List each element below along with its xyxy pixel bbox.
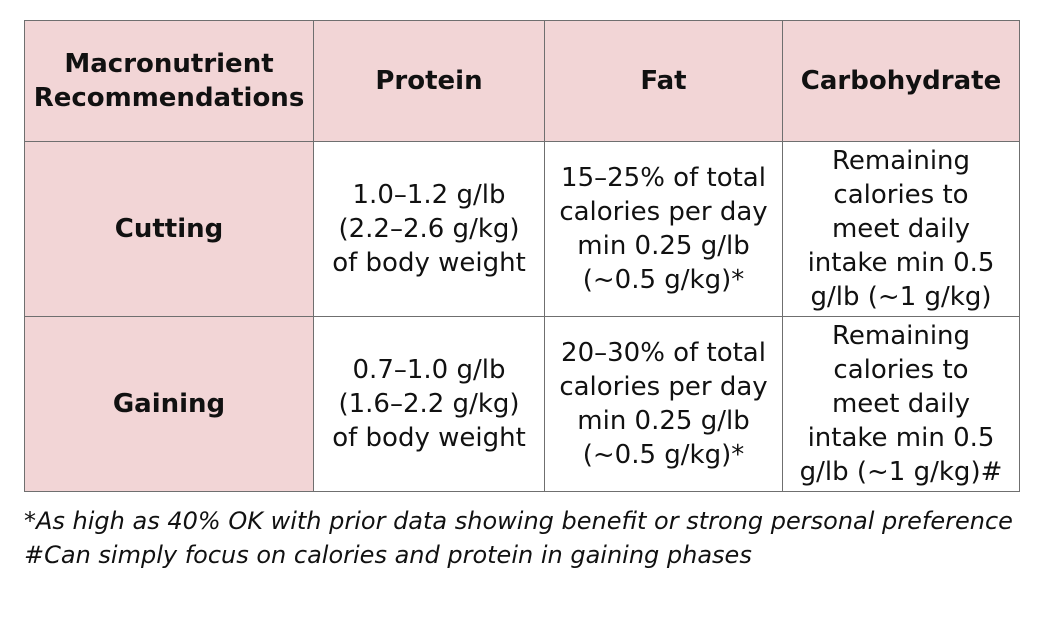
- cell-line: (~0.5 g/kg)*: [582, 440, 745, 470]
- cell-line: g/lb (~1 g/kg)#: [799, 457, 1003, 487]
- header-carbohydrate-cell: Carbohydrate: [782, 20, 1020, 142]
- gaining-protein-cell: 0.7–1.0 g/lb (1.6–2.2 g/kg) of body weig…: [313, 316, 545, 492]
- cell-line: calories to: [833, 355, 969, 385]
- cell-line: g/lb (~1 g/kg): [810, 282, 992, 312]
- header-row: Macronutrient Recommendations Protein Fa…: [24, 20, 1020, 142]
- table-row-gaining: Gaining 0.7–1.0 g/lb (1.6–2.2 g/kg) of b…: [24, 316, 1020, 492]
- cell-line: intake min 0.5: [807, 423, 995, 453]
- header-label-cell: Macronutrient Recommendations: [24, 20, 314, 142]
- footnotes: *As high as 40% OK with prior data showi…: [24, 504, 1014, 572]
- gaining-carbohydrate-cell: Remaining calories to meet daily intake …: [782, 316, 1020, 492]
- cell-line: 0.7–1.0 g/lb: [352, 355, 506, 385]
- cell-line: 1.0–1.2 g/lb: [352, 180, 506, 210]
- cell-line: 20–30% of total: [561, 338, 766, 368]
- cell-line: 15–25% of total: [561, 163, 766, 193]
- cell-line: min 0.25 g/lb: [577, 231, 750, 261]
- cutting-fat-cell: 15–25% of total calories per day min 0.2…: [544, 141, 783, 317]
- row-label-gaining: Gaining: [24, 316, 314, 492]
- macronutrient-table: Macronutrient Recommendations Protein Fa…: [24, 20, 1020, 492]
- gaining-fat-cell: 20–30% of total calories per day min 0.2…: [544, 316, 783, 492]
- footnote-hash: #Can simply focus on calories and protei…: [24, 541, 752, 569]
- header-label-line: Macronutrient: [64, 49, 274, 79]
- cell-line: calories per day: [559, 197, 768, 227]
- cell-line: min 0.25 g/lb: [577, 406, 750, 436]
- table-row-cutting: Cutting 1.0–1.2 g/lb (2.2–2.6 g/kg) of b…: [24, 141, 1020, 317]
- cell-line: (2.2–2.6 g/kg): [338, 214, 520, 244]
- header-protein-cell: Protein: [313, 20, 545, 142]
- cell-line: calories per day: [559, 372, 768, 402]
- footnote-asterisk: *As high as 40% OK with prior data showi…: [24, 507, 1013, 535]
- cutting-protein-cell: 1.0–1.2 g/lb (2.2–2.6 g/kg) of body weig…: [313, 141, 545, 317]
- cell-line: meet daily: [831, 214, 971, 244]
- cell-line: of body weight: [332, 423, 526, 453]
- cell-line: (1.6–2.2 g/kg): [338, 389, 520, 419]
- row-label-cutting: Cutting: [24, 141, 314, 317]
- cell-line: intake min 0.5: [807, 248, 995, 278]
- cell-line: (~0.5 g/kg)*: [582, 265, 745, 295]
- header-label-line: Recommendations: [33, 83, 305, 113]
- cell-line: of body weight: [332, 248, 526, 278]
- cell-line: Remaining: [831, 146, 971, 176]
- cell-line: meet daily: [831, 389, 971, 419]
- cutting-carbohydrate-cell: Remaining calories to meet daily intake …: [782, 141, 1020, 317]
- cell-line: Remaining: [831, 321, 971, 351]
- cell-line: calories to: [833, 180, 969, 210]
- header-fat-cell: Fat: [544, 20, 783, 142]
